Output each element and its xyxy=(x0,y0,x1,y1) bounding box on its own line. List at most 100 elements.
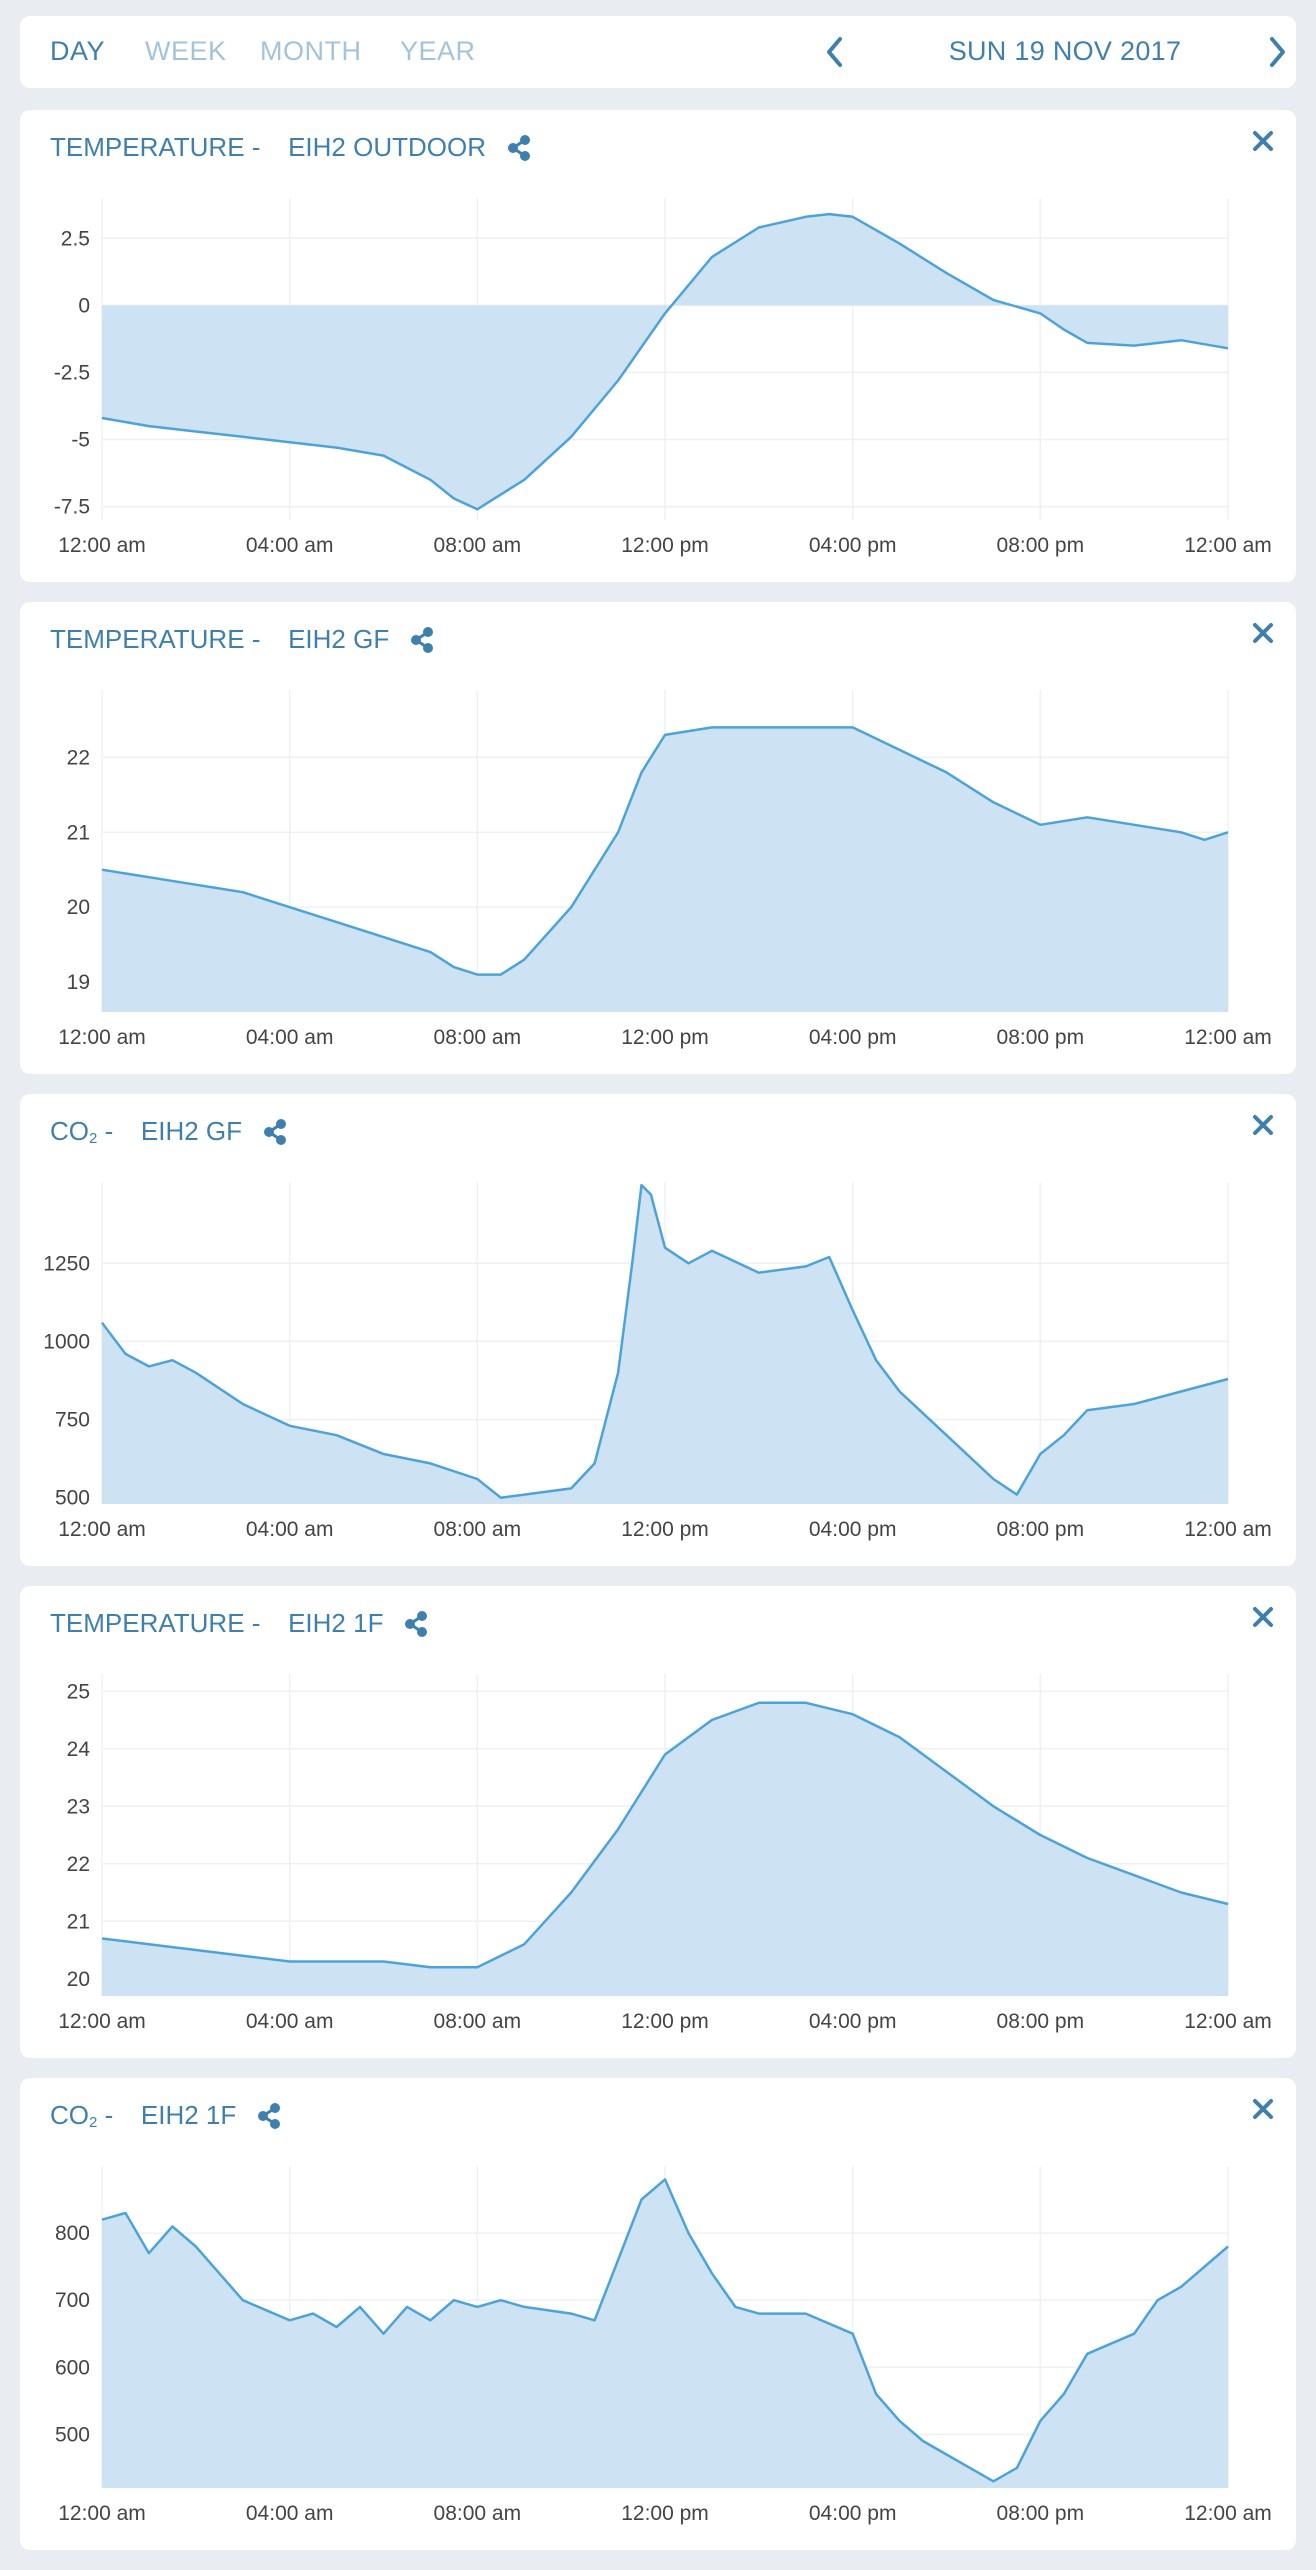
x-tick-label: 08:00 pm xyxy=(997,534,1085,557)
chart-title-subscript: 2 xyxy=(89,2114,98,2131)
x-tick-label: 08:00 pm xyxy=(997,1026,1085,1049)
close-chart-button[interactable] xyxy=(1248,2094,1278,2124)
area-chart: 12:00 am 04:00 am 08:00 am 12:00 pm 04:00 pm… xyxy=(43,1182,1272,1541)
close-icon xyxy=(1253,2099,1273,2119)
x-tick-label: 12:00 pm xyxy=(621,534,709,557)
chart-title-location: EIH2 GF xyxy=(140,1116,243,1146)
share-button[interactable] xyxy=(504,133,534,163)
x-tick-label: 12:00 am xyxy=(58,2502,146,2525)
x-tick-label: 04:00 pm xyxy=(809,2502,897,2525)
1f-co2-card: 12:00 am 04:00 am 08:00 am 12:00 pm 04:00 pm… xyxy=(20,2078,1296,2550)
y-tick-label: 500 xyxy=(55,1487,90,1510)
series-line xyxy=(101,726,1229,976)
close-chart-button[interactable] xyxy=(1248,1602,1278,1632)
period-nav-bar: DAY WEEK MONTH YEAR SUN 19 NOV 2017 xyxy=(20,16,1296,88)
share-button[interactable] xyxy=(401,1609,431,1639)
y-tick-label: 0 xyxy=(78,294,90,317)
x-tick-label: 04:00 pm xyxy=(809,2010,897,2033)
y-tick-label: -5 xyxy=(71,429,90,452)
y-tick-label: 800 xyxy=(55,2222,90,2245)
chart-title: CO 2 - EIH2 GF xyxy=(50,1116,290,1147)
close-chart-button[interactable] xyxy=(1248,618,1278,648)
period-day-tab[interactable]: DAY xyxy=(50,36,106,66)
chart-title-location: EIH2 OUTDOOR xyxy=(288,132,487,162)
y-tick-label: 25 xyxy=(67,1680,90,1703)
chart-title: TEMPERATURE - EIH2 OUTDOOR xyxy=(50,132,534,163)
y-tick-label: -7.5 xyxy=(54,496,90,519)
x-tick-label: 12:00 am xyxy=(58,2010,146,2033)
period-year-tab[interactable]: YEAR xyxy=(400,36,476,66)
chart-title-subscript: 2 xyxy=(89,1130,98,1147)
share-button[interactable] xyxy=(407,625,437,655)
close-icon xyxy=(1253,623,1273,643)
close-icon xyxy=(1253,1607,1273,1627)
close-chart-button[interactable] xyxy=(1248,1110,1278,1140)
chart-title-separator: - xyxy=(244,132,283,162)
x-tick-label: 12:00 am xyxy=(58,1518,146,1541)
y-tick-label: 22 xyxy=(67,746,90,769)
x-tick-label: 12:00 pm xyxy=(621,2010,709,2033)
x-tick-label: 12:00 am xyxy=(58,534,146,557)
chart-title-location: EIH2 GF xyxy=(288,624,390,654)
area-chart: 12:00 am 04:00 am 08:00 am 12:00 pm 04:00 pm… xyxy=(58,690,1272,1049)
area-chart: 12:00 am 04:00 am 08:00 am 12:00 pm 04:00 pm… xyxy=(54,198,1272,557)
x-tick-label: 04:00 am xyxy=(246,1518,334,1541)
outdoor-temperature-card: 12:00 am 04:00 am 08:00 am 12:00 pm 04:00 pm… xyxy=(20,110,1296,582)
gf-temperature-card: 12:00 am 04:00 am 08:00 am 12:00 pm 04:00 pm… xyxy=(20,602,1296,1074)
y-tick-label: 1250 xyxy=(43,1252,90,1275)
y-tick-label: 20 xyxy=(67,896,90,919)
x-tick-label: 04:00 pm xyxy=(809,534,897,557)
chart-title-metric: CO xyxy=(50,1116,89,1146)
chart-title-separator: - xyxy=(244,624,283,654)
series-line xyxy=(101,2178,1229,2483)
x-tick-label: 08:00 pm xyxy=(997,1518,1085,1541)
chart-title: CO 2 - EIH2 1F xyxy=(50,2100,284,2131)
series-area xyxy=(102,1702,1228,1996)
next-day-button[interactable] xyxy=(1256,30,1296,74)
chart-title-separator: - xyxy=(97,1116,135,1146)
series-area xyxy=(102,1185,1228,1504)
area-chart: 12:00 am 04:00 am 08:00 am 12:00 pm 04:00 pm… xyxy=(55,2166,1272,2525)
close-icon xyxy=(1253,1115,1273,1135)
previous-day-button[interactable] xyxy=(816,30,856,74)
y-tick-label: 700 xyxy=(55,2289,90,2312)
chart-title-metric: TEMPERATURE xyxy=(50,624,245,654)
y-tick-label: 21 xyxy=(67,1910,90,1933)
y-tick-label: -2.5 xyxy=(54,361,90,384)
close-icon xyxy=(1253,131,1273,151)
period-month-tab[interactable]: MONTH xyxy=(260,36,362,66)
x-tick-label: 08:00 pm xyxy=(997,2502,1085,2525)
x-tick-label: 12:00 am xyxy=(1184,1026,1272,1049)
y-tick-label: 750 xyxy=(55,1409,90,1432)
y-tick-label: 500 xyxy=(55,2423,90,2446)
x-tick-label: 12:00 pm xyxy=(621,2502,709,2525)
x-tick-label: 08:00 am xyxy=(434,1518,522,1541)
y-tick-label: 19 xyxy=(67,971,90,994)
period-week-tab[interactable]: WEEK xyxy=(145,36,227,66)
chart-title-metric: TEMPERATURE xyxy=(50,1608,245,1638)
area-chart: 12:00 am 04:00 am 08:00 am 12:00 pm 04:00 pm… xyxy=(58,1674,1272,2033)
x-tick-label: 04:00 am xyxy=(246,1026,334,1049)
series-line xyxy=(101,1701,1229,1969)
share-icon xyxy=(258,2102,281,2129)
y-tick-label: 1000 xyxy=(43,1330,90,1353)
chart-title-metric: TEMPERATURE xyxy=(50,132,245,162)
chart-title-location: EIH2 1F xyxy=(288,1608,384,1638)
x-tick-label: 12:00 pm xyxy=(621,1026,709,1049)
share-button[interactable] xyxy=(254,2101,284,2131)
y-tick-label: 22 xyxy=(67,1853,90,1876)
x-tick-label: 12:00 am xyxy=(58,1026,146,1049)
x-tick-label: 08:00 am xyxy=(434,2010,522,2033)
x-tick-label: 08:00 pm xyxy=(997,2010,1085,2033)
chevron-right-icon xyxy=(1270,37,1285,67)
current-date: SUN 19 NOV 2017 xyxy=(948,36,1182,66)
share-icon xyxy=(264,1118,287,1145)
share-icon xyxy=(508,134,531,161)
x-tick-label: 12:00 am xyxy=(1184,2010,1272,2033)
close-chart-button[interactable] xyxy=(1248,126,1278,156)
share-icon xyxy=(405,1610,428,1637)
series-area xyxy=(102,2179,1228,2488)
share-button[interactable] xyxy=(260,1117,290,1147)
series-area xyxy=(102,214,1228,510)
y-tick-label: 600 xyxy=(55,2356,90,2379)
